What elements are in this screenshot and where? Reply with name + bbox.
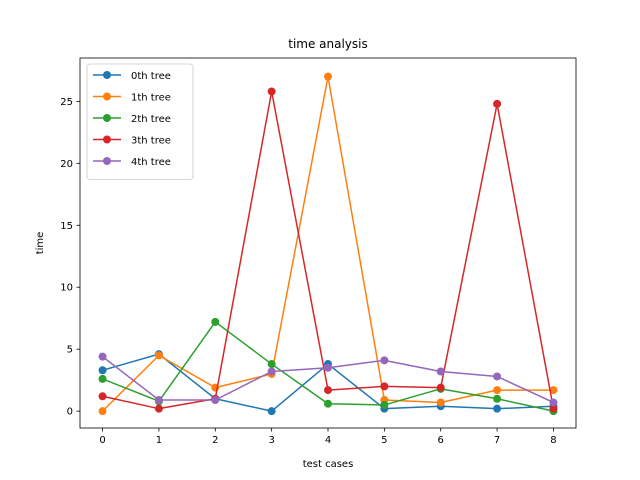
data-point — [211, 395, 220, 404]
data-point — [380, 356, 389, 365]
legend-box — [86, 63, 194, 180]
data-point — [211, 317, 220, 326]
data-point — [493, 394, 502, 403]
data-point — [98, 366, 107, 375]
data-point — [549, 386, 558, 395]
data-point — [324, 363, 332, 372]
data-point — [98, 352, 107, 361]
x-tick-label: 7 — [494, 435, 500, 446]
data-point — [267, 87, 276, 96]
data-point — [154, 404, 163, 413]
data-point — [493, 372, 502, 381]
data-point — [436, 367, 445, 376]
data-point — [267, 360, 276, 369]
legend-marker — [103, 135, 111, 144]
data-point — [98, 392, 107, 401]
x-tick-label: 5 — [381, 435, 387, 446]
y-tick-label: 10 — [60, 283, 73, 294]
data-point — [267, 407, 276, 416]
data-point — [98, 374, 107, 383]
legend-marker — [103, 92, 111, 101]
x-tick-label: 2 — [212, 435, 218, 446]
x-axis: 0 1 2 3 4 5 6 7 8 — [99, 428, 557, 446]
data-point — [549, 398, 558, 407]
y-axis: 0 5 10 15 20 25 — [60, 97, 80, 418]
plot-area — [98, 72, 558, 416]
legend-label: 4th tree — [131, 157, 171, 168]
data-point — [436, 398, 445, 407]
data-point — [324, 399, 332, 408]
legend-marker — [103, 71, 111, 79]
x-tick-label: 1 — [156, 435, 162, 446]
legend-marker — [103, 157, 111, 165]
legend-label: 3th tree — [131, 136, 171, 147]
legend-label: 0th tree — [131, 71, 171, 82]
data-point — [549, 404, 558, 413]
legend-marker — [103, 114, 111, 122]
y-tick-label: 20 — [60, 159, 73, 170]
y-tick-label: 15 — [60, 221, 73, 232]
legend-label: 2th tree — [131, 114, 171, 125]
chart-title: time analysis — [288, 37, 368, 51]
y-tick-label: 5 — [67, 345, 73, 356]
x-tick-label: 8 — [550, 435, 556, 446]
y-axis-label: time — [35, 232, 46, 255]
data-point — [436, 383, 445, 392]
data-point — [380, 400, 389, 409]
data-point — [493, 386, 502, 395]
data-point — [154, 351, 163, 360]
y-tick-label: 0 — [67, 407, 73, 418]
legend-label: 1th tree — [131, 93, 171, 104]
data-point — [493, 99, 502, 108]
x-tick-label: 0 — [99, 435, 105, 446]
data-point — [493, 404, 502, 413]
y-tick-label: 25 — [60, 97, 73, 108]
x-tick-label: 6 — [438, 435, 444, 446]
data-point — [324, 386, 332, 395]
data-point — [267, 367, 276, 376]
x-tick-label: 4 — [325, 435, 331, 446]
data-point — [324, 72, 332, 81]
data-point — [380, 382, 389, 391]
data-point — [154, 395, 163, 404]
x-axis-label: test cases — [303, 459, 354, 470]
x-tick-label: 3 — [268, 435, 274, 446]
data-point — [98, 407, 107, 416]
legend: 0th tree 1th tree 2th tree 3th tree 4th tree — [86, 63, 194, 180]
